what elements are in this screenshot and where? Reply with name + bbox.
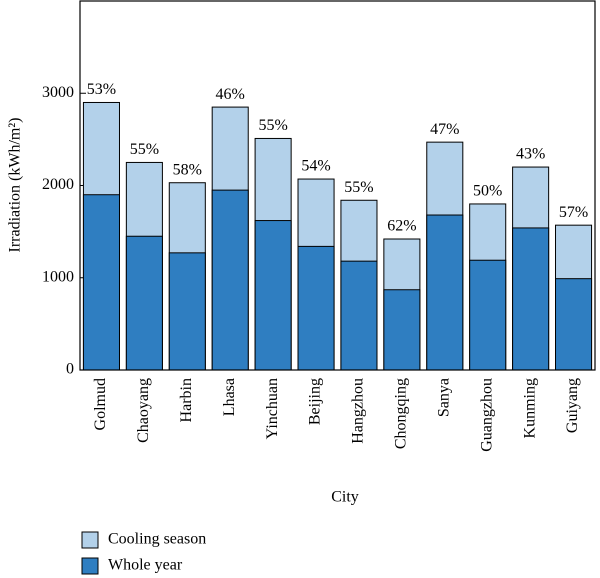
annotation: 47%	[430, 121, 459, 138]
bar	[555, 278, 593, 371]
legend-swatch	[81, 557, 99, 575]
x-tick-label: Sanya	[435, 378, 452, 417]
annotation: 43%	[516, 146, 545, 163]
annotation: 50%	[473, 183, 502, 200]
bar	[82, 194, 120, 371]
x-tick-label: Golmud	[92, 378, 109, 430]
bar	[383, 289, 421, 371]
bar	[211, 189, 249, 371]
x-tick-label: Kunming	[521, 378, 538, 438]
bar	[469, 259, 507, 371]
annotation: 55%	[130, 141, 159, 158]
x-tick-label: Harbin	[178, 378, 195, 422]
x-tick-label: Guangzhou	[478, 378, 495, 452]
y-tick-label: 0	[66, 361, 74, 378]
annotation: 57%	[559, 204, 588, 221]
legend-label: Cooling season	[108, 531, 206, 548]
bar	[168, 252, 206, 371]
y-tick-label: 2000	[42, 176, 74, 193]
annotation: 55%	[258, 117, 287, 134]
x-tick-label: Hangzhou	[350, 378, 367, 444]
x-tick-label: Yinchuan	[264, 378, 281, 439]
legend-label: Whole year	[108, 557, 183, 574]
y-axis-label: Irradiation (kWh/m²)	[7, 118, 24, 253]
y-tick-label: 1000	[42, 268, 74, 285]
annotation: 54%	[301, 158, 330, 175]
bar	[426, 214, 464, 371]
annotation: 53%	[87, 81, 116, 98]
plot-frame	[79, 0, 596, 371]
bar	[125, 235, 163, 371]
x-axis-label: City	[331, 489, 359, 506]
legend-swatch	[81, 531, 99, 549]
annotation: 46%	[216, 86, 245, 103]
annotation: 55%	[344, 179, 373, 196]
annotation: 62%	[387, 218, 416, 235]
annotation: 58%	[173, 161, 202, 178]
y-tick-label: 3000	[42, 84, 74, 101]
x-tick-label: Chaoyang	[135, 378, 152, 443]
bar	[254, 220, 292, 371]
bar	[297, 245, 335, 371]
x-tick-label: Guiyang	[564, 378, 581, 433]
bar	[340, 260, 378, 371]
x-tick-label: Lhasa	[221, 378, 238, 416]
bar	[512, 227, 550, 371]
x-tick-label: Chongqing	[393, 378, 410, 449]
x-tick-label: Beijing	[307, 378, 324, 425]
